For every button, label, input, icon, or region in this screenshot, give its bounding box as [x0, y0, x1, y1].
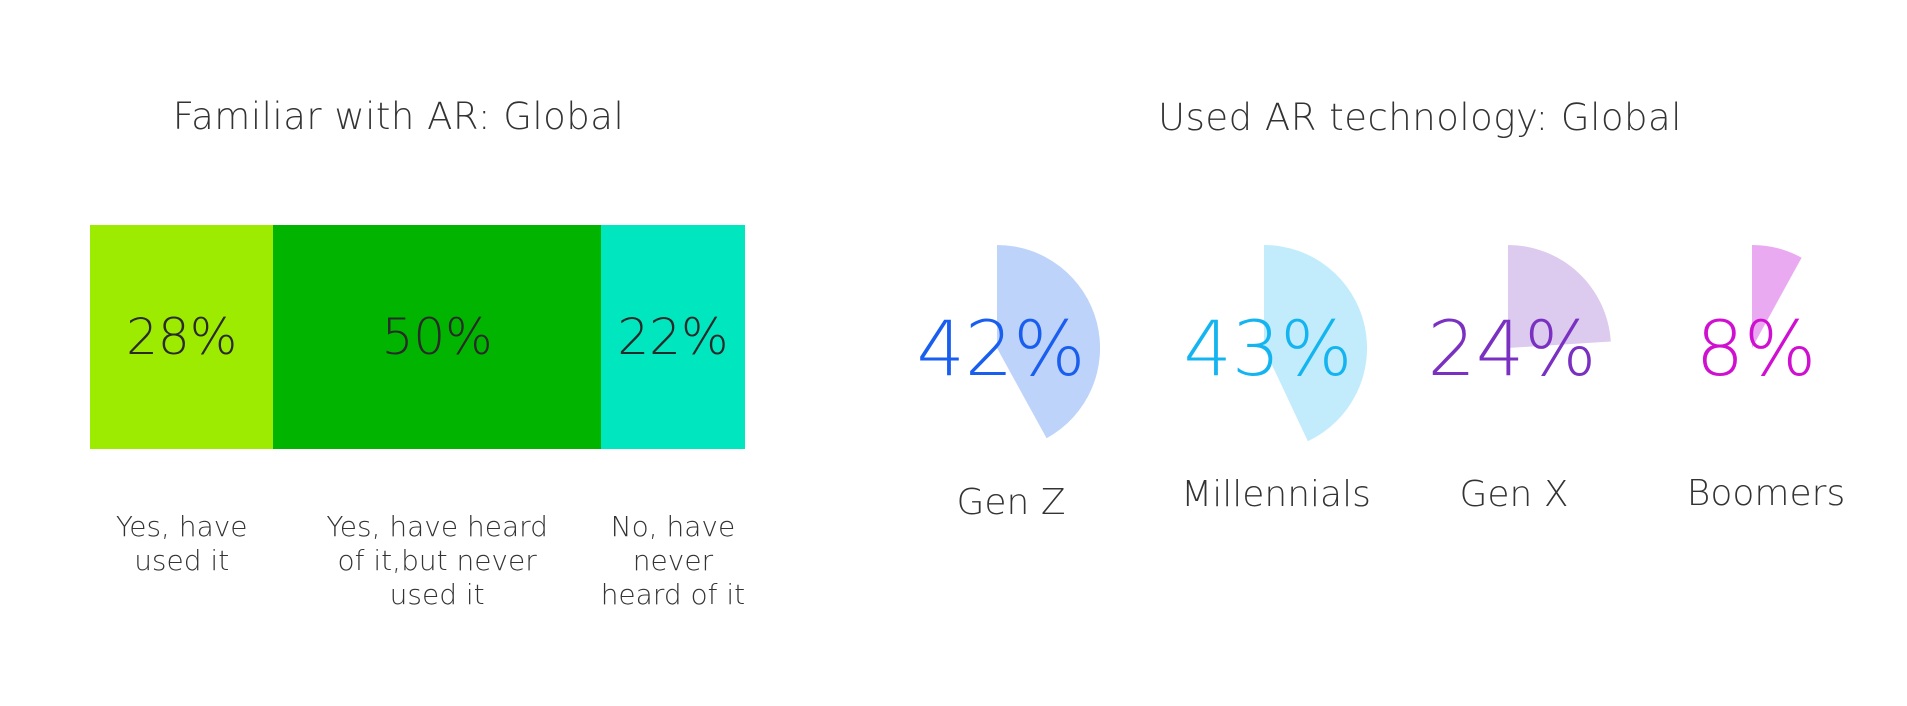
category-label: No, have never heard of it	[600, 510, 746, 611]
fan-sector	[1264, 244, 1368, 442]
fan-sector	[997, 244, 1101, 439]
fan-category-label: Millennials	[1181, 474, 1371, 515]
bar-value-label: 50%	[381, 308, 493, 366]
fan-category-label: Gen Z	[957, 482, 1066, 523]
fan-value-label: 24%	[1428, 304, 1597, 393]
bar-value-label: 22%	[617, 308, 729, 366]
chart-title-used: Used AR technology: Global	[1158, 96, 1682, 139]
fan-sector	[1752, 244, 1802, 348]
fan-value-label: 8%	[1696, 304, 1817, 393]
fan-sector	[1508, 245, 1611, 348]
fan-category-label: Boomers	[1687, 473, 1845, 514]
fan-value-label: 42%	[917, 304, 1086, 393]
chart-title-familiar: Familiar with AR: Global	[172, 95, 625, 138]
stacked-bar: 28% 50% 22%	[90, 225, 745, 449]
category-label: Yes, have used it	[115, 510, 248, 577]
bar-segment: 50%	[273, 225, 601, 449]
category-label: Yes, have heard of it,but never used it	[326, 510, 548, 611]
bar-segment: 22%	[600, 225, 745, 449]
bar-value-label: 28%	[126, 308, 238, 366]
bar-segment: 28%	[90, 225, 274, 449]
fan-value-label: 43%	[1184, 304, 1353, 393]
fan-category-label: Gen X	[1460, 474, 1569, 515]
